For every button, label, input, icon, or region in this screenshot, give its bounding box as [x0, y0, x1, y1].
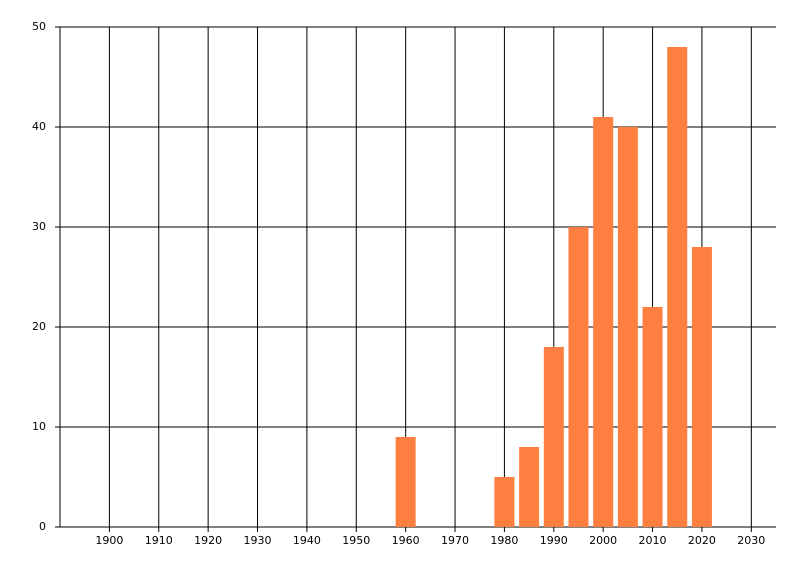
y-tick-label: 50 [32, 20, 46, 33]
bar [617, 127, 638, 527]
x-tick-label: 1920 [194, 534, 222, 547]
x-tick-label: 1990 [540, 534, 568, 547]
x-tick-label: 1940 [293, 534, 321, 547]
x-tick-label: 1930 [244, 534, 272, 547]
bar [667, 47, 688, 527]
x-tick-label: 1970 [441, 534, 469, 547]
x-tick-label: 2010 [639, 534, 667, 547]
y-tick-label: 10 [32, 420, 46, 433]
bar [691, 247, 712, 527]
x-tick-label: 2020 [688, 534, 716, 547]
y-tick-label: 40 [32, 120, 46, 133]
x-tick-label: 2030 [737, 534, 765, 547]
x-tick-label: 2000 [589, 534, 617, 547]
y-tick-label: 30 [32, 220, 46, 233]
x-tick-label: 1960 [392, 534, 420, 547]
bar [494, 477, 515, 527]
x-tick-label: 1900 [95, 534, 123, 547]
y-tick-label: 0 [39, 520, 46, 533]
bar [543, 347, 564, 527]
bar [593, 117, 614, 527]
bar [642, 307, 663, 527]
x-tick-label: 1950 [342, 534, 370, 547]
y-tick-label: 20 [32, 320, 46, 333]
bar [395, 437, 416, 527]
x-tick-label: 1910 [145, 534, 173, 547]
bar [568, 227, 589, 527]
bar [519, 447, 540, 527]
x-tick-label: 1980 [490, 534, 518, 547]
